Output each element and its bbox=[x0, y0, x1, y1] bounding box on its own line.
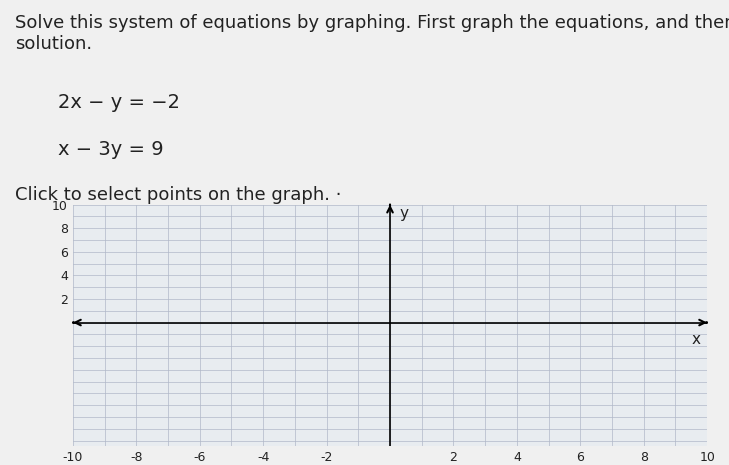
Text: Click to select points on the graph. ·: Click to select points on the graph. · bbox=[15, 186, 341, 204]
Text: x − 3y = 9: x − 3y = 9 bbox=[58, 140, 164, 159]
Text: y: y bbox=[399, 206, 408, 221]
Text: x: x bbox=[692, 332, 701, 347]
Text: Solve this system of equations by graphing. First graph the equations, and then : Solve this system of equations by graphi… bbox=[15, 14, 729, 53]
Text: 2x − y = −2: 2x − y = −2 bbox=[58, 93, 180, 112]
